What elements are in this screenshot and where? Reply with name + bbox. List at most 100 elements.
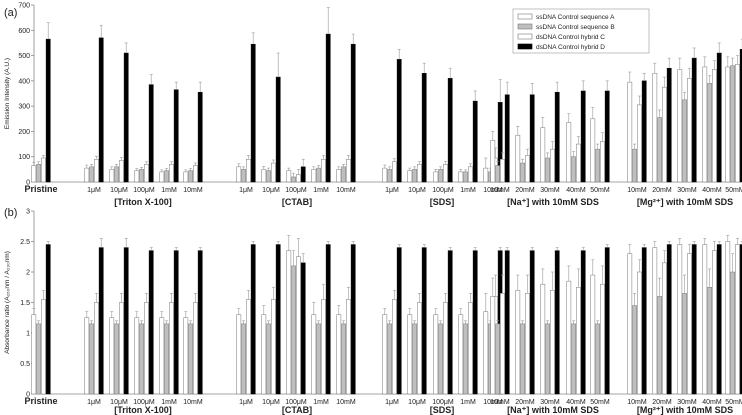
bar	[236, 314, 242, 395]
bar	[687, 253, 692, 395]
bar	[250, 244, 256, 395]
bar	[159, 171, 165, 183]
bar	[550, 290, 555, 395]
bar	[261, 314, 267, 395]
bar	[241, 323, 246, 395]
x-tick-label: 20mM	[652, 187, 672, 194]
panel-label: (b)	[4, 207, 17, 219]
bar	[545, 157, 550, 183]
bar	[148, 84, 154, 183]
group-label: [SDS]	[430, 197, 455, 207]
bar	[735, 64, 740, 183]
y-tick-label: 0	[26, 392, 30, 399]
bar	[472, 100, 478, 183]
bar	[311, 314, 317, 395]
bar	[275, 76, 281, 183]
bar	[36, 164, 41, 183]
bar	[637, 104, 642, 183]
x-tick-label: 100μM	[432, 187, 454, 194]
x-tick-label: 20mM	[515, 187, 535, 194]
bar	[321, 158, 326, 183]
bar	[148, 250, 154, 395]
bar	[271, 299, 276, 395]
bar	[677, 69, 683, 183]
bar	[98, 37, 104, 183]
bar	[458, 171, 464, 183]
bar	[627, 253, 633, 395]
x-tick-label: 1μM	[87, 399, 101, 406]
x-tick-label: 100μM	[133, 187, 155, 194]
bar	[109, 169, 115, 183]
bar	[31, 165, 37, 183]
x-tick-label: 40mM	[566, 187, 586, 194]
bar	[311, 169, 317, 183]
bar	[341, 323, 346, 395]
legend-swatch	[517, 33, 533, 40]
bar	[554, 91, 560, 183]
bar	[433, 171, 439, 183]
bar	[576, 287, 581, 395]
x-tick-label: 10mM	[627, 399, 647, 406]
y-axis-label: Absorbance ratio (A₂₆₀nm / A₂₃₀nm)	[4, 251, 11, 354]
x-tick-label: 50mM	[590, 187, 610, 194]
bar	[632, 148, 637, 183]
bar	[595, 323, 600, 395]
bar	[595, 148, 600, 183]
group-label: [Mg²⁺] with 10mM SDS	[637, 197, 733, 207]
bar	[682, 293, 687, 395]
group-label: [Triton X-100]	[114, 405, 172, 415]
x-tick-label: 10μM	[110, 399, 128, 406]
x-tick-label: 40mM	[702, 187, 722, 194]
bar	[540, 283, 546, 395]
y-tick-label: 0.5	[20, 361, 30, 368]
x-tick-label: 10μM	[110, 187, 128, 194]
bar	[183, 317, 189, 395]
bar	[515, 290, 521, 395]
group-label: [SDS]	[430, 405, 455, 415]
bar	[627, 81, 633, 183]
bar	[604, 247, 610, 395]
bar	[576, 143, 581, 183]
bar	[193, 302, 198, 395]
bar	[529, 250, 535, 395]
bar	[236, 166, 242, 183]
x-tick-label: 10mM	[483, 187, 503, 194]
x-tick-label: 1μM	[239, 187, 253, 194]
bar	[266, 170, 271, 183]
y-tick-label: 600	[18, 28, 30, 35]
x-tick-label: 10mM	[336, 187, 356, 194]
bar	[36, 323, 41, 395]
x-tick-label: 30mM	[540, 399, 560, 406]
bar	[139, 323, 144, 395]
bar	[652, 247, 658, 395]
bar	[483, 167, 489, 183]
x-tick-label: 1mM	[313, 399, 329, 406]
bar	[164, 323, 169, 395]
bar	[286, 170, 292, 183]
y-tick-label: 1	[26, 331, 30, 338]
bar	[500, 293, 505, 395]
bar	[291, 265, 296, 395]
y-tick-label: 200	[18, 129, 30, 136]
bar	[188, 170, 193, 183]
x-tick-label: 10mM	[336, 399, 356, 406]
bar	[525, 293, 530, 395]
bar	[316, 167, 321, 183]
bar	[241, 169, 246, 183]
x-tick-label: 10mM	[183, 399, 203, 406]
bar	[691, 244, 697, 395]
x-tick-label: 100μM	[285, 399, 307, 406]
bar	[321, 299, 326, 395]
bar	[114, 323, 119, 395]
bar	[438, 169, 443, 183]
bar	[637, 271, 642, 395]
x-tick-label: 30mM	[677, 399, 697, 406]
bar	[730, 271, 735, 395]
bar	[387, 169, 392, 183]
bar	[677, 244, 683, 395]
y-tick-label: 100	[18, 154, 30, 161]
y-tick-label: 0	[26, 180, 30, 187]
bar	[336, 314, 342, 395]
group-label: Pristine	[24, 184, 57, 194]
x-tick-label: 30mM	[677, 187, 697, 194]
